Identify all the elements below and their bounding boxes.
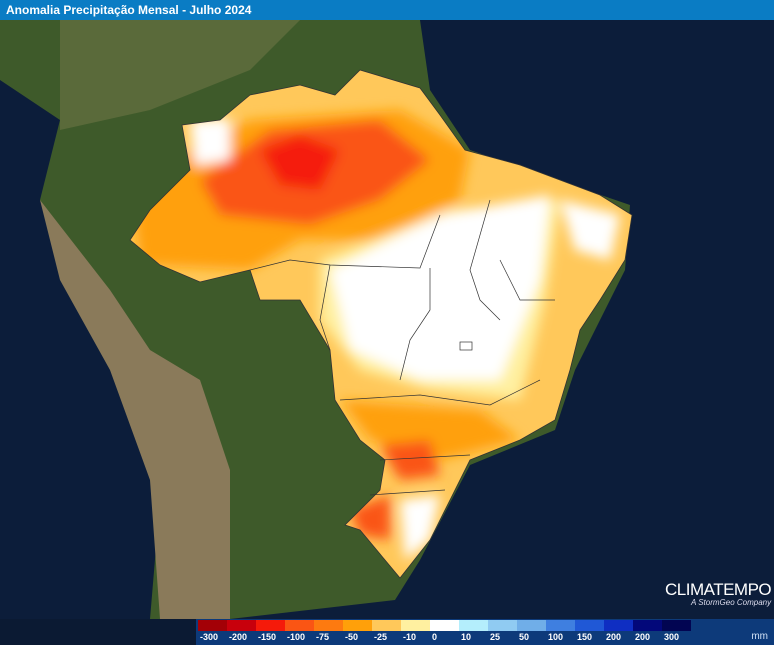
legend-label: 0 xyxy=(432,632,438,642)
legend-swatch xyxy=(575,620,604,631)
precipitation-anomaly-map xyxy=(0,20,774,619)
legend-swatch xyxy=(401,620,430,631)
legend-label: -150 xyxy=(258,632,277,642)
andes xyxy=(40,200,230,619)
legend-label: -10 xyxy=(403,632,417,642)
legend-swatch xyxy=(227,620,256,631)
legend-label: 200 xyxy=(606,632,622,642)
legend-labels: -300 -200 -150 -100 -75 -50 -25 -10 0 10 25 50 100 15… xyxy=(198,632,691,642)
legend-swatch xyxy=(488,620,517,631)
legend-swatch xyxy=(314,620,343,631)
legend-swatch xyxy=(430,620,459,631)
climatempo-logo: CLIMATEMPO A StormGeo Company xyxy=(665,580,772,607)
legend-label: -75 xyxy=(316,632,330,642)
legend-label: -50 xyxy=(345,632,359,642)
legend-swatch xyxy=(372,620,401,631)
legend-label: 150 xyxy=(577,632,593,642)
color-legend: -300 -200 -150 -100 -75 -50 -25 -10 0 10 25 50 100 15… xyxy=(196,619,774,645)
legend-swatch xyxy=(546,620,575,631)
legend-label: 10 xyxy=(461,632,472,642)
legend-label: -25 xyxy=(374,632,388,642)
legend-label: -300 xyxy=(200,632,219,642)
legend-label: -100 xyxy=(287,632,306,642)
legend-label: 50 xyxy=(519,632,530,642)
legend-swatch xyxy=(198,620,227,631)
legend-swatch xyxy=(459,620,488,631)
legend-label: 25 xyxy=(490,632,501,642)
legend-unit: mm xyxy=(751,631,768,642)
legend-swatch xyxy=(604,620,633,631)
legend-label: 200 xyxy=(635,632,651,642)
northern-coast xyxy=(60,20,300,130)
logo-tagline: A StormGeo Company xyxy=(690,598,772,607)
logo-name: CLIMATEMPO xyxy=(665,580,772,599)
legend-swatch xyxy=(517,620,546,631)
legend-swatch xyxy=(662,620,691,631)
legend-swatch xyxy=(256,620,285,631)
map-title: Anomalia Precipitação Mensal - Julho 202… xyxy=(0,0,774,20)
legend-swatch xyxy=(285,620,314,631)
legend-swatches xyxy=(198,620,691,631)
legend-label: 100 xyxy=(548,632,564,642)
legend-label: -200 xyxy=(229,632,248,642)
state-borders xyxy=(249,199,555,496)
legend-swatch xyxy=(343,620,372,631)
legend-swatch xyxy=(633,620,662,631)
legend-label: 300 xyxy=(664,632,680,642)
